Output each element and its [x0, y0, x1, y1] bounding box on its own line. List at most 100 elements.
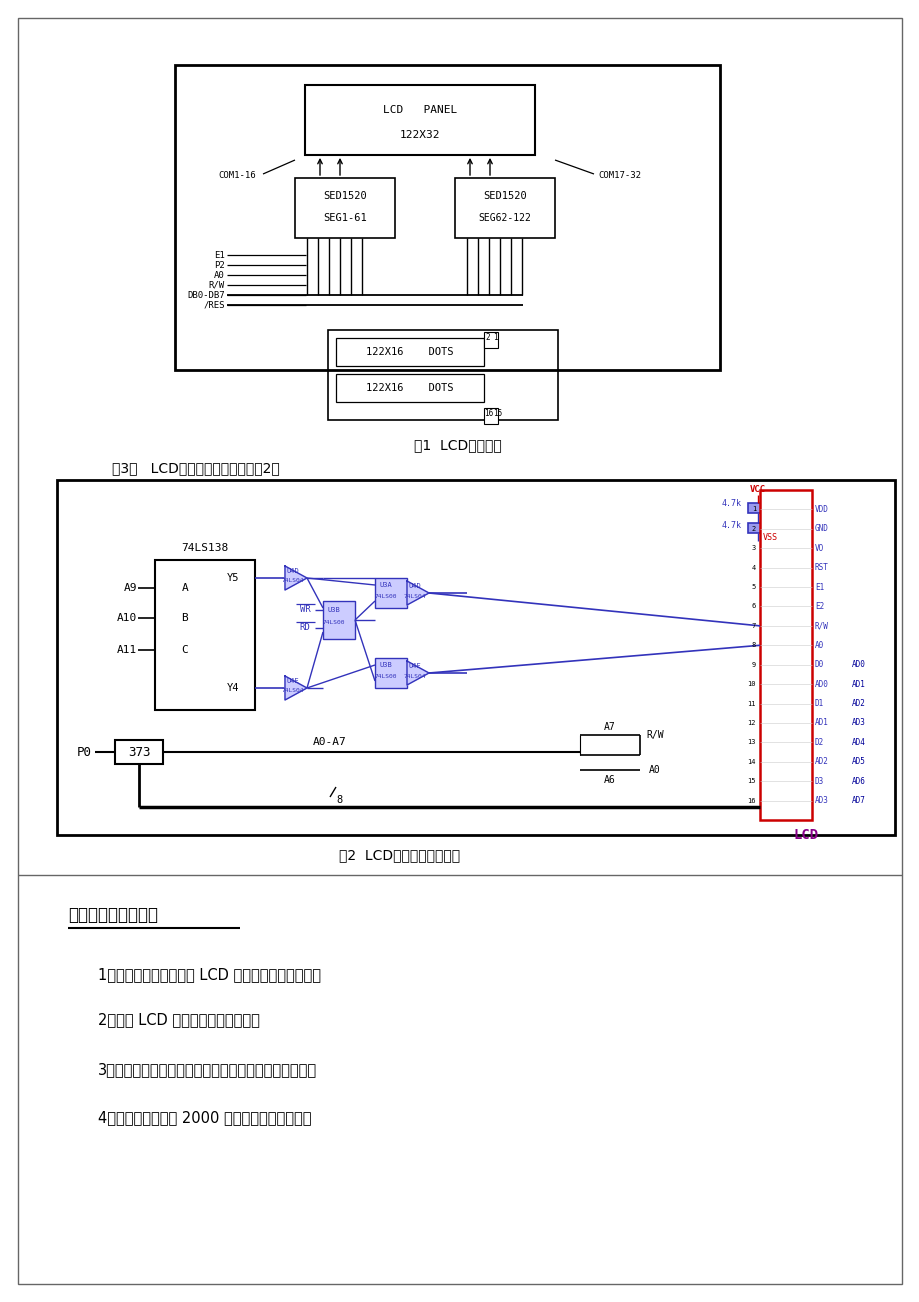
Bar	[154, 560, 255, 710]
Text: 4: 4	[751, 565, 755, 570]
Text: COM1-16: COM1-16	[218, 172, 255, 181]
Text: C: C	[181, 644, 188, 655]
Text: DB0-DB7: DB0-DB7	[187, 290, 225, 299]
Text: 12: 12	[746, 720, 755, 727]
Text: A0-A7: A0-A7	[312, 737, 346, 747]
Text: AD0: AD0	[851, 660, 865, 669]
Text: GND: GND	[814, 525, 828, 534]
Text: 4.7k: 4.7k	[721, 499, 742, 508]
Text: D0: D0	[814, 660, 823, 669]
Text: D2: D2	[814, 738, 823, 747]
Text: 11: 11	[746, 700, 755, 707]
Text: D3: D3	[814, 777, 823, 785]
Text: 74LS04: 74LS04	[281, 578, 304, 583]
Bar	[328, 329, 558, 421]
Text: AD1: AD1	[851, 680, 865, 689]
Text: 15: 15	[493, 409, 502, 418]
Bar	[455, 178, 554, 238]
Text: 3、在单片机实验筱上按要求显示汉子并进行实时演示。: 3、在单片机实验筱上按要求显示汉子并进行实时演示。	[98, 1062, 317, 1078]
Text: R/W: R/W	[814, 621, 828, 630]
Bar	[335, 374, 483, 402]
Text: 10: 10	[746, 681, 755, 687]
Bar	[175, 65, 720, 370]
Bar	[323, 602, 355, 639]
Text: 2、分析 LCD 引脚功能及地址分配；: 2、分析 LCD 引脚功能及地址分配；	[98, 1013, 259, 1027]
Text: SED1520: SED1520	[482, 191, 527, 201]
Text: 7: 7	[751, 622, 755, 629]
Text: （3）   LCD与单片机的连接（如图2）: （3） LCD与单片机的连接（如图2）	[112, 461, 279, 475]
Text: 373: 373	[128, 746, 150, 759]
Bar	[747, 503, 767, 513]
Polygon shape	[406, 581, 428, 605]
Text: 74LS00: 74LS00	[374, 595, 397, 599]
Text: 122X16    DOTS: 122X16 DOTS	[366, 348, 453, 357]
Text: RST: RST	[814, 564, 828, 572]
Text: AD6: AD6	[851, 777, 865, 785]
Text: A0: A0	[214, 271, 225, 280]
Text: 6: 6	[751, 603, 755, 609]
Text: /RES: /RES	[203, 301, 225, 310]
Text: A10: A10	[117, 613, 137, 622]
Text: SEG1-61: SEG1-61	[323, 214, 367, 223]
Bar	[295, 178, 394, 238]
Text: E2: E2	[814, 602, 823, 611]
Text: U4D: U4D	[408, 583, 421, 589]
Text: 图2  LCD与单片机的连接图: 图2 LCD与单片机的连接图	[339, 848, 460, 862]
Text: U3B: U3B	[380, 661, 391, 668]
Text: AD0: AD0	[814, 680, 828, 689]
Text: 14: 14	[746, 759, 755, 764]
Text: Y4: Y4	[226, 684, 239, 693]
Text: WR: WR	[300, 605, 310, 615]
Text: 1: 1	[751, 506, 755, 513]
Text: P0: P0	[77, 746, 92, 759]
Text: AD2: AD2	[814, 758, 828, 767]
Text: AD2: AD2	[851, 699, 865, 708]
Bar	[115, 740, 163, 764]
Text: U3B: U3B	[327, 607, 340, 613]
Text: AD3: AD3	[851, 719, 865, 728]
Text: 8: 8	[336, 796, 343, 805]
Text: 74LS138: 74LS138	[181, 543, 229, 553]
Text: 16: 16	[746, 798, 755, 803]
Text: SED1520: SED1520	[323, 191, 367, 201]
Text: U4E: U4E	[287, 678, 299, 684]
Text: R/W: R/W	[209, 280, 225, 289]
Bar	[747, 523, 767, 533]
Text: VSS: VSS	[762, 533, 777, 542]
Polygon shape	[285, 676, 307, 700]
Text: A0: A0	[814, 641, 823, 650]
Text: 122X16    DOTS: 122X16 DOTS	[366, 383, 453, 393]
Text: COM17-32: COM17-32	[598, 172, 641, 181]
Text: AD3: AD3	[814, 796, 828, 805]
Bar	[335, 339, 483, 366]
Text: A7: A7	[604, 723, 615, 732]
Text: 13: 13	[746, 740, 755, 745]
Text: P2: P2	[214, 260, 225, 270]
Polygon shape	[406, 661, 428, 685]
Text: E1: E1	[214, 250, 225, 259]
Bar	[483, 408, 497, 424]
Text: AD5: AD5	[851, 758, 865, 767]
Text: LCD: LCD	[792, 828, 818, 842]
Text: 74LS00: 74LS00	[323, 620, 345, 625]
Bar	[305, 85, 535, 155]
Bar	[483, 332, 497, 348]
Text: VO: VO	[814, 544, 823, 553]
Text: SEG62-122: SEG62-122	[478, 214, 531, 223]
Bar	[375, 658, 406, 687]
Text: LCD   PANEL: LCD PANEL	[382, 105, 457, 115]
Text: 5: 5	[751, 585, 755, 590]
Text: 122X32: 122X32	[400, 130, 440, 141]
Text: 2: 2	[751, 526, 755, 531]
Text: AD7: AD7	[851, 796, 865, 805]
Text: B: B	[181, 613, 188, 622]
Text: 4.7k: 4.7k	[721, 521, 742, 530]
Text: 4、提交字数不低于 2000 字的设计说明书一份。: 4、提交字数不低于 2000 字的设计说明书一份。	[98, 1111, 312, 1125]
Text: 74LS04: 74LS04	[403, 594, 425, 599]
Text: A0: A0	[649, 766, 660, 775]
Polygon shape	[285, 566, 307, 590]
Text: AD1: AD1	[814, 719, 828, 728]
Text: E1: E1	[814, 582, 823, 591]
Text: U3A: U3A	[380, 582, 391, 589]
Text: A9: A9	[123, 583, 137, 592]
